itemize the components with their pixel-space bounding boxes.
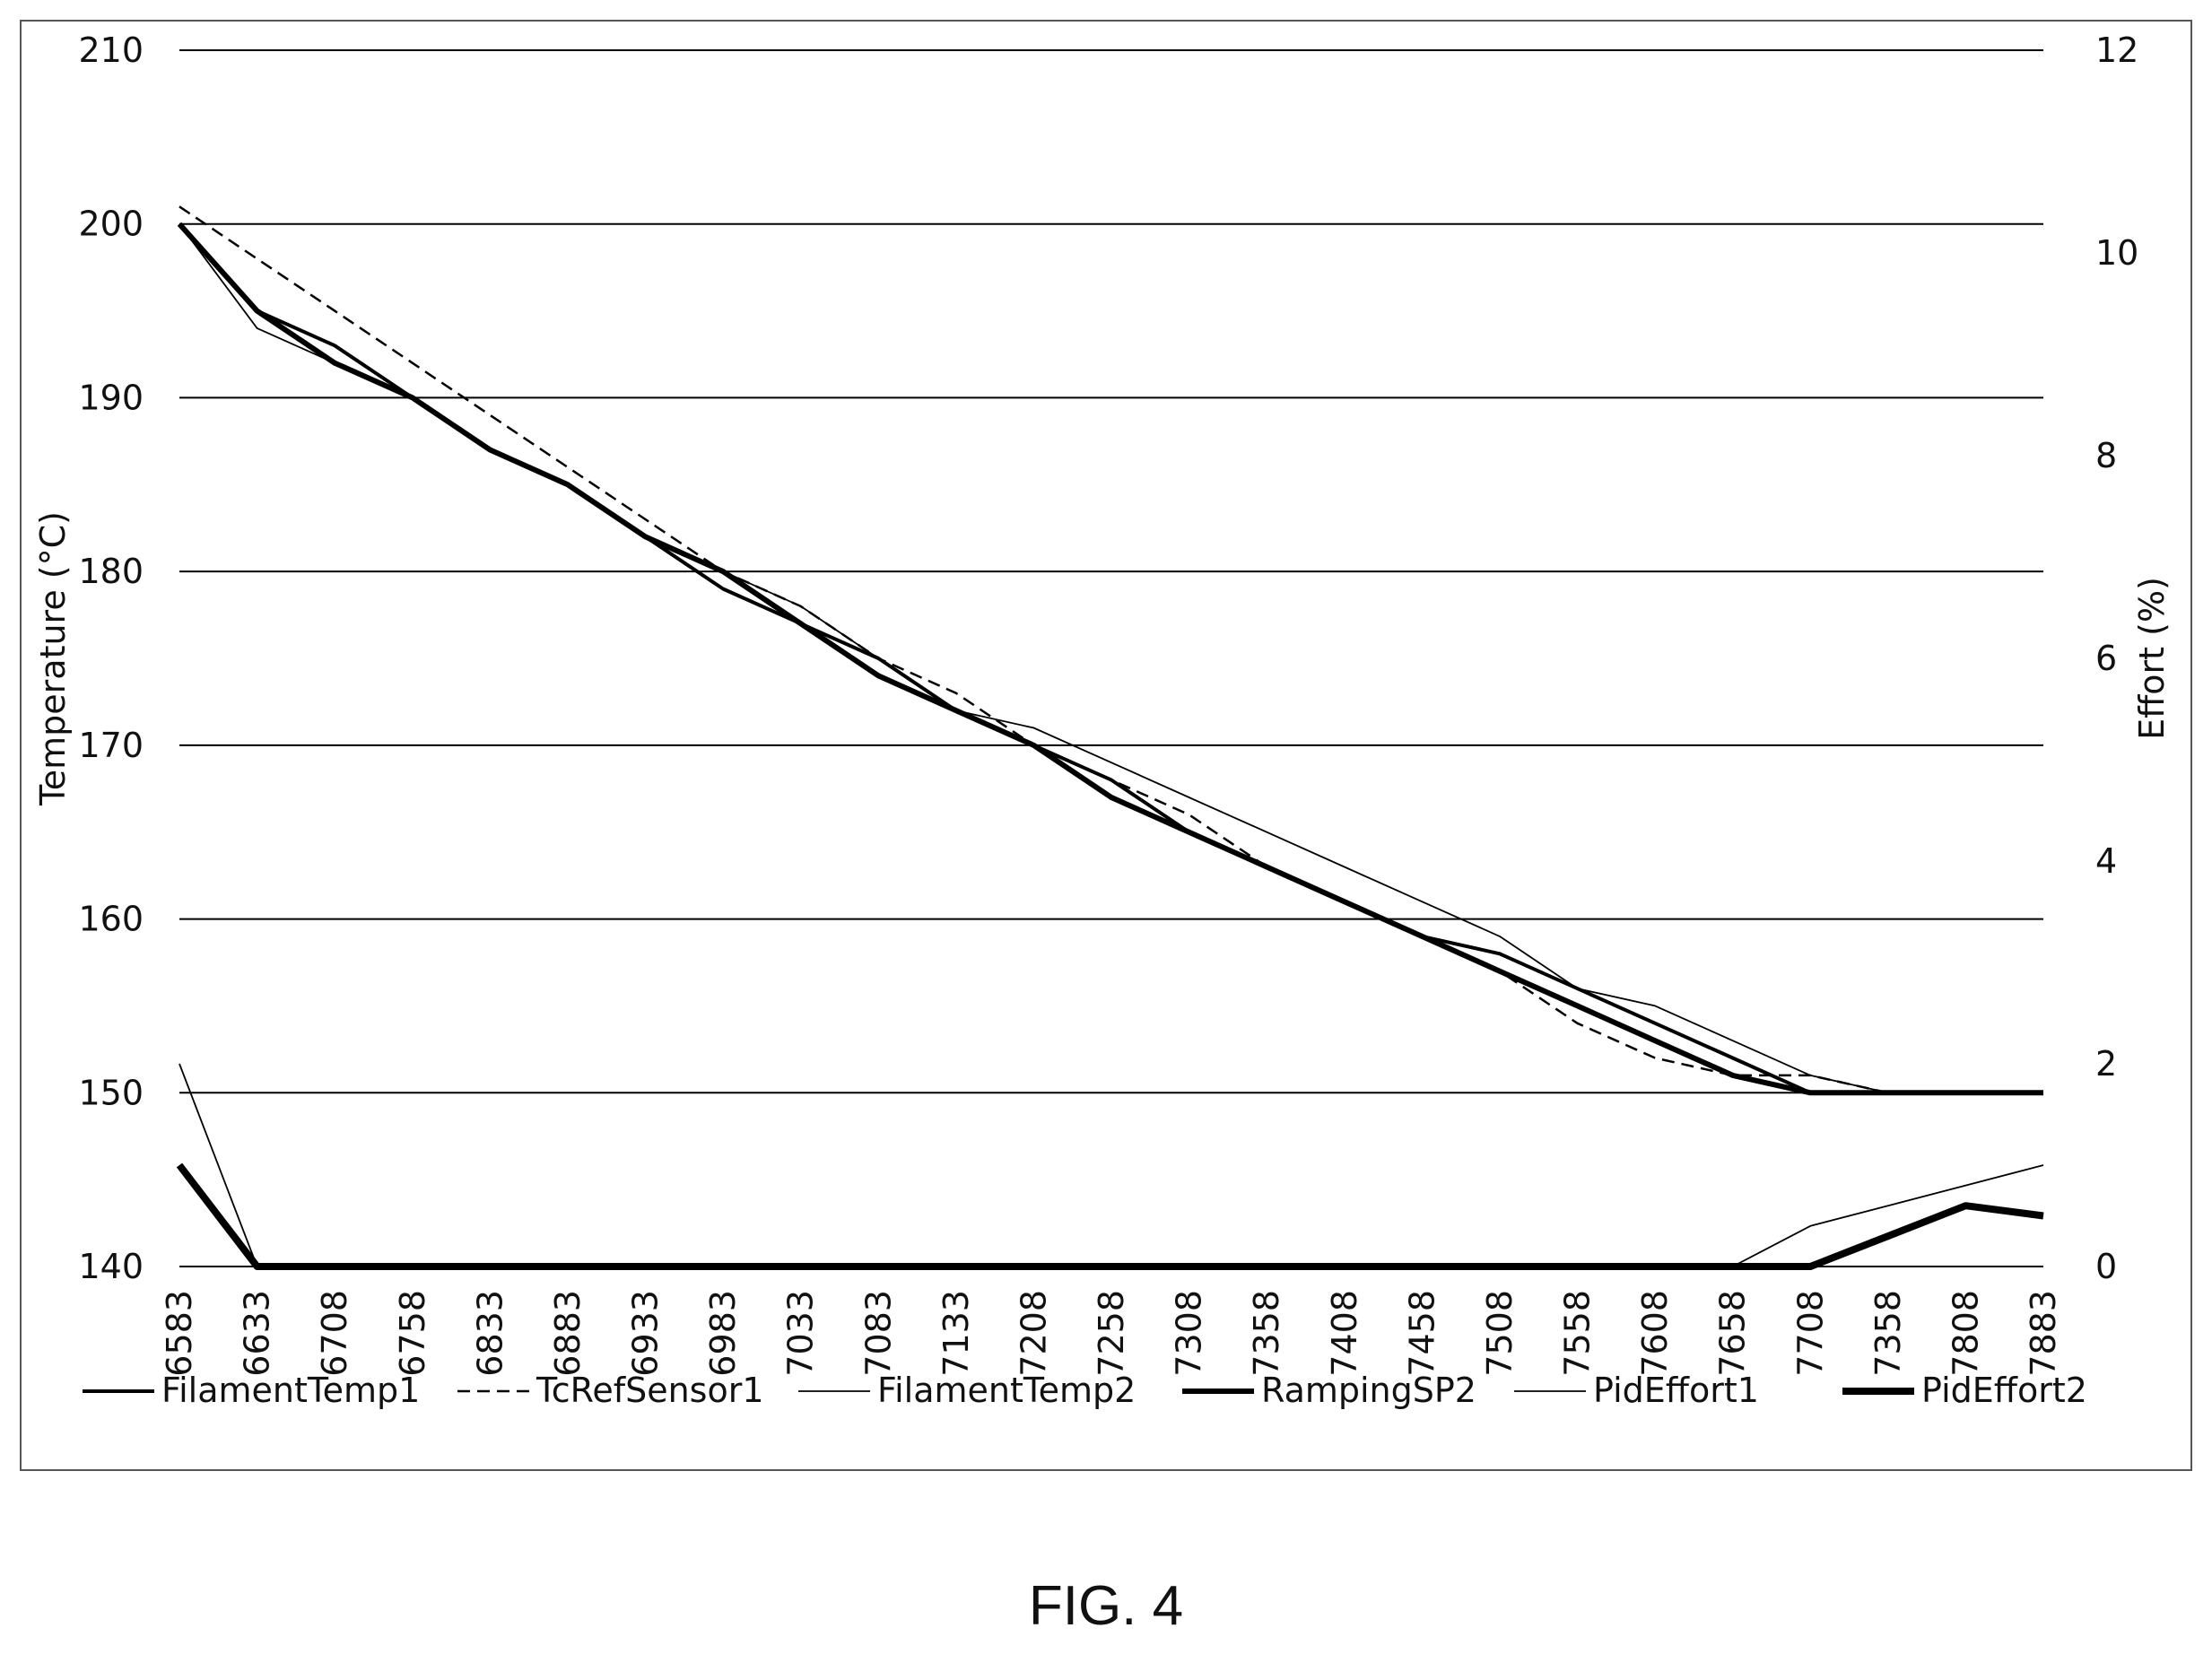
y-tick-label: 170 (78, 726, 144, 765)
legend-label-pideffort2: PidEffort2 (1921, 1371, 2087, 1410)
x-tick-label: 7608 (1635, 1290, 1675, 1377)
legend-label-filamenttemp2: FilamentTemp2 (877, 1371, 1136, 1410)
x-tick-label: 7308 (1170, 1290, 1209, 1377)
y2-tick-label: 6 (2095, 639, 2117, 678)
x-tick-label: 7208 (1014, 1290, 1053, 1377)
x-tick-label: 7358 (1868, 1290, 1908, 1377)
series-line-tcrefsensor1 (179, 205, 2043, 1094)
x-tick-label: 6758 (393, 1290, 432, 1377)
x-tick-label: 6633 (238, 1290, 277, 1377)
legend-label-filamenttemp1: FilamentTemp1 (161, 1371, 420, 1410)
x-tick-label: 7258 (1092, 1290, 1131, 1377)
y-tick-label: 150 (78, 1073, 144, 1112)
x-tick-label: 7458 (1402, 1290, 1441, 1377)
chart-frame (20, 20, 2192, 1471)
series-line-filamenttemp1 (178, 222, 2043, 1095)
x-tick-label: 6883 (548, 1290, 588, 1377)
x-tick-label: 7883 (2024, 1290, 2063, 1377)
series-line-filamenttemp2 (179, 223, 2043, 1094)
y2-tick-label: 0 (2095, 1247, 2117, 1286)
y-axis-title: Temperature (°C) (33, 511, 73, 806)
y-tick-label: 200 (78, 205, 144, 244)
series-line-rampingsp2 (177, 222, 2043, 1096)
y2-axis-title: Effort (%) (2132, 577, 2172, 740)
legend-label-pideffort1: PidEffort1 (1593, 1371, 1759, 1410)
x-tick-label: 6933 (626, 1290, 666, 1377)
x-tick-label: 6583 (160, 1290, 199, 1377)
y2-tick-label: 8 (2095, 436, 2117, 475)
y2-tick-label: 2 (2095, 1044, 2117, 1084)
x-tick-label: 7358 (1247, 1290, 1286, 1377)
x-tick-label: 6983 (703, 1290, 743, 1377)
x-tick-label: 7508 (1480, 1290, 1520, 1377)
legend-label-rampingsp2: RampingSP2 (1261, 1371, 1476, 1410)
y2-tick-label: 4 (2095, 841, 2117, 881)
x-tick-label: 6708 (315, 1290, 354, 1377)
series-line-pideffort1 (179, 1063, 2044, 1267)
figure-caption: FIG. 4 (1028, 1575, 1184, 1637)
x-tick-label: 7708 (1790, 1290, 1830, 1377)
y-tick-label: 140 (78, 1247, 144, 1286)
y-tick-label: 190 (78, 378, 144, 417)
legend-label-tcrefsensor1: TcRefSensor1 (536, 1371, 764, 1410)
series-line-pideffort2 (176, 1162, 2044, 1270)
y2-tick-label: 10 (2095, 233, 2138, 273)
x-tick-label: 6833 (470, 1290, 509, 1377)
y-tick-label: 180 (78, 552, 144, 591)
x-tick-label: 7558 (1558, 1290, 1598, 1377)
x-tick-label: 7658 (1713, 1290, 1753, 1377)
x-tick-label: 7083 (858, 1290, 898, 1377)
y-tick-label: 210 (78, 30, 144, 70)
y-tick-label: 160 (78, 900, 144, 939)
y2-tick-label: 12 (2095, 30, 2138, 70)
x-tick-label: 7808 (1946, 1290, 1985, 1377)
x-tick-label: 7408 (1325, 1290, 1364, 1377)
x-tick-label: 7033 (781, 1290, 821, 1377)
x-tick-label: 7133 (936, 1290, 976, 1377)
